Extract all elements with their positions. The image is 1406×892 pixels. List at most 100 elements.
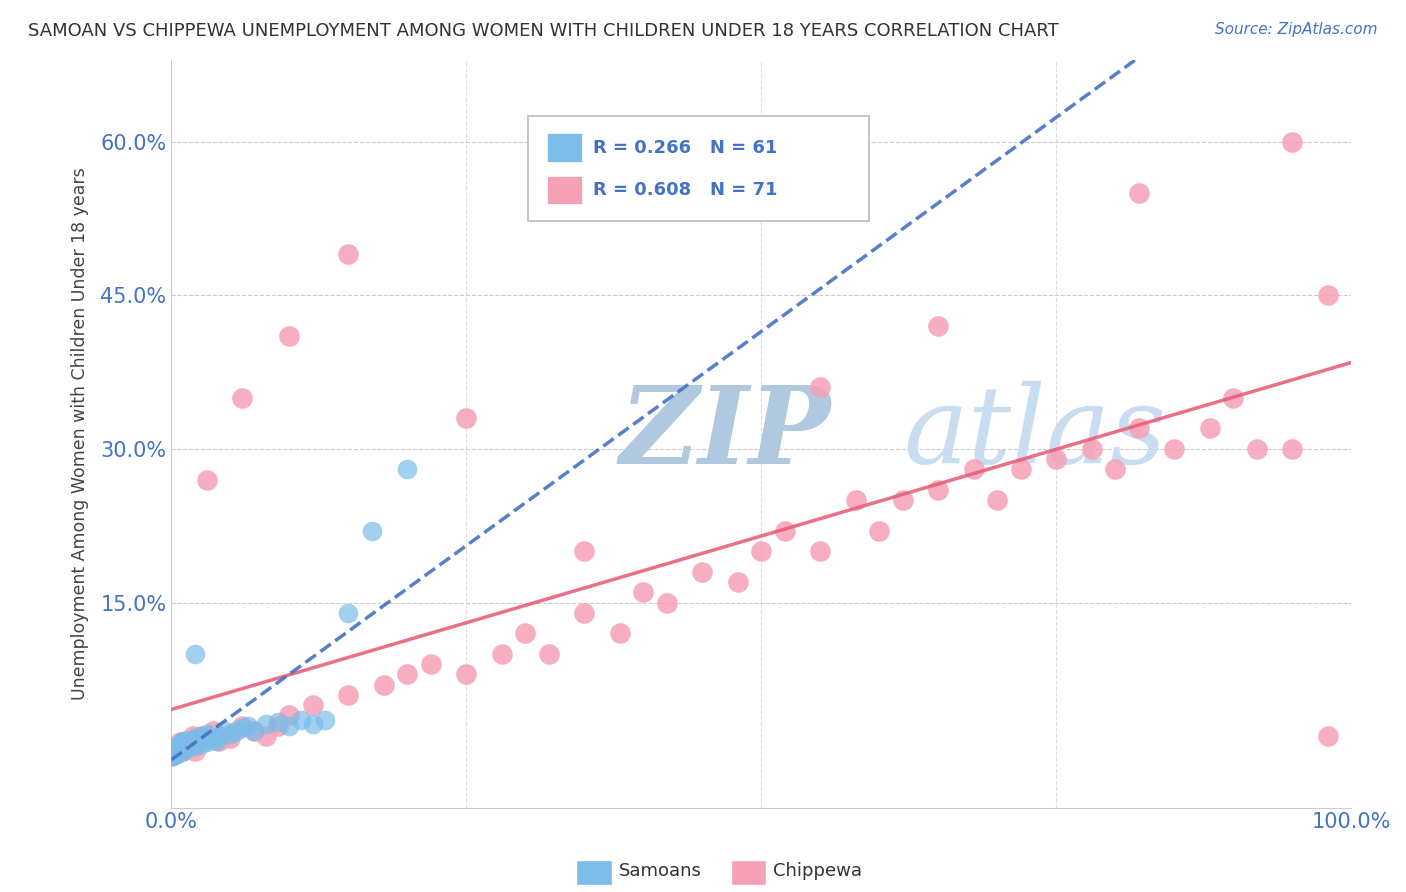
Point bbox=[302, 698, 325, 712]
Point bbox=[219, 727, 242, 741]
Point bbox=[1104, 462, 1126, 476]
Point bbox=[179, 739, 201, 753]
Point bbox=[537, 647, 560, 661]
Point bbox=[208, 734, 231, 748]
Point bbox=[808, 380, 831, 394]
Point bbox=[456, 667, 478, 681]
Point bbox=[162, 747, 184, 762]
Point bbox=[163, 741, 186, 756]
Point bbox=[174, 735, 197, 749]
Point bbox=[891, 493, 914, 508]
Point bbox=[278, 329, 301, 343]
Point bbox=[172, 744, 194, 758]
Point bbox=[179, 739, 201, 753]
Point bbox=[169, 735, 191, 749]
Point bbox=[169, 739, 191, 753]
Point bbox=[254, 729, 277, 743]
Point bbox=[727, 575, 749, 590]
Point bbox=[163, 748, 186, 763]
Point bbox=[186, 734, 208, 748]
Point bbox=[190, 737, 212, 751]
Point bbox=[166, 744, 188, 758]
Point bbox=[172, 734, 194, 748]
Point bbox=[266, 718, 288, 732]
Point bbox=[170, 739, 193, 753]
Point bbox=[195, 735, 218, 749]
Point bbox=[172, 739, 194, 753]
Point bbox=[574, 606, 596, 620]
Point bbox=[163, 743, 186, 757]
Point bbox=[174, 741, 197, 756]
Point bbox=[868, 524, 890, 538]
Text: SAMOAN VS CHIPPEWA UNEMPLOYMENT AMONG WOMEN WITH CHILDREN UNDER 18 YEARS CORRELA: SAMOAN VS CHIPPEWA UNEMPLOYMENT AMONG WO… bbox=[28, 22, 1059, 40]
Point bbox=[160, 749, 183, 764]
Point bbox=[193, 733, 215, 747]
Point bbox=[1045, 452, 1067, 467]
Point bbox=[219, 731, 242, 745]
Point bbox=[491, 647, 513, 661]
Point bbox=[167, 737, 190, 751]
Point bbox=[172, 742, 194, 756]
Point bbox=[163, 746, 186, 760]
Point bbox=[166, 739, 188, 753]
Point bbox=[172, 736, 194, 750]
Point bbox=[373, 677, 395, 691]
Point bbox=[166, 747, 188, 762]
Point bbox=[1163, 442, 1185, 456]
Point bbox=[420, 657, 443, 672]
Point bbox=[195, 727, 218, 741]
Point bbox=[167, 745, 190, 759]
Point bbox=[195, 473, 218, 487]
Point bbox=[1198, 421, 1220, 435]
Point bbox=[337, 606, 360, 620]
Point bbox=[208, 729, 231, 743]
Point bbox=[163, 743, 186, 757]
Point bbox=[163, 747, 186, 762]
Point bbox=[314, 714, 336, 728]
Point bbox=[1281, 442, 1303, 456]
Point bbox=[184, 739, 207, 753]
Point bbox=[1281, 135, 1303, 149]
Point bbox=[609, 626, 631, 640]
Point bbox=[184, 731, 207, 745]
Point bbox=[1246, 442, 1268, 456]
Point bbox=[165, 746, 187, 760]
Point bbox=[231, 718, 253, 732]
Point bbox=[231, 721, 253, 735]
Point bbox=[692, 565, 714, 579]
Point bbox=[361, 524, 384, 538]
Point bbox=[845, 493, 868, 508]
Point bbox=[163, 744, 186, 758]
Point bbox=[574, 544, 596, 558]
Point bbox=[160, 749, 183, 764]
Text: ZIP: ZIP bbox=[620, 381, 831, 486]
Point bbox=[290, 714, 312, 728]
Point bbox=[302, 716, 325, 731]
Point bbox=[170, 743, 193, 757]
Point bbox=[181, 729, 204, 743]
Point bbox=[1222, 391, 1244, 405]
Point bbox=[396, 667, 419, 681]
Point bbox=[214, 723, 236, 738]
Text: Samoans: Samoans bbox=[619, 863, 702, 880]
Point bbox=[236, 718, 259, 732]
Point bbox=[337, 247, 360, 261]
Point bbox=[160, 744, 183, 758]
Point bbox=[160, 749, 183, 764]
Point bbox=[184, 647, 207, 661]
Point bbox=[179, 733, 201, 747]
Text: R = 0.608   N = 71: R = 0.608 N = 71 bbox=[593, 181, 778, 199]
Point bbox=[184, 744, 207, 758]
Point bbox=[167, 741, 190, 756]
Point bbox=[243, 723, 266, 738]
Point bbox=[172, 744, 194, 758]
Text: Chippewa: Chippewa bbox=[773, 863, 862, 880]
Point bbox=[337, 688, 360, 702]
Point bbox=[190, 729, 212, 743]
Text: atlas: atlas bbox=[903, 381, 1166, 486]
Point bbox=[162, 747, 184, 762]
Point bbox=[266, 715, 288, 730]
Point bbox=[160, 744, 183, 758]
Point bbox=[751, 544, 773, 558]
Point bbox=[162, 742, 184, 756]
